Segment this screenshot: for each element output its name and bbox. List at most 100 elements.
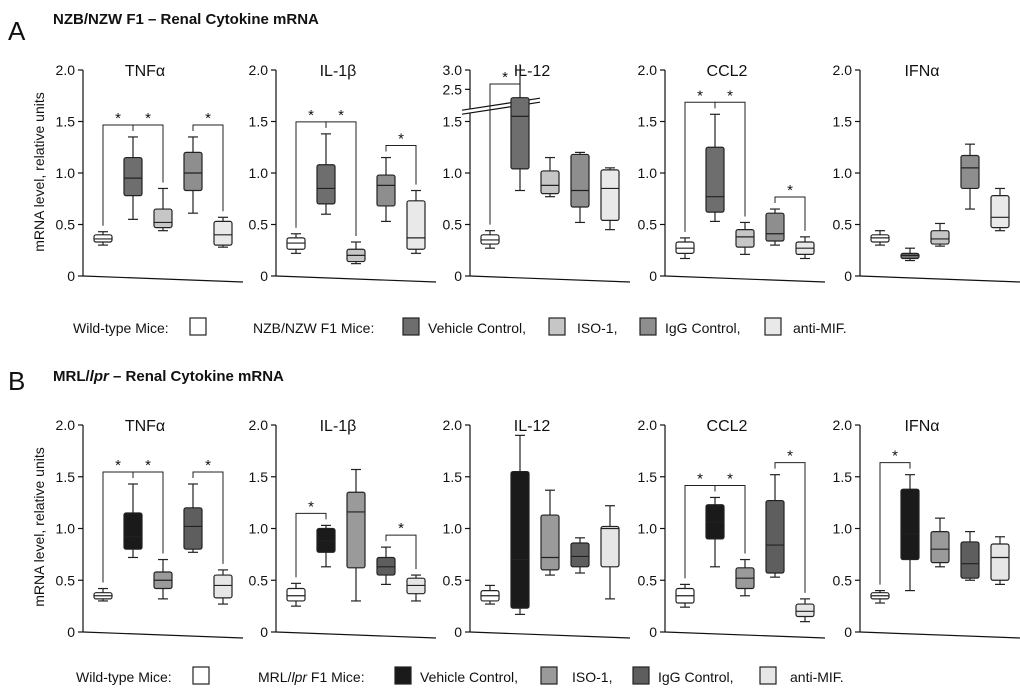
box-iqr <box>213 220 233 246</box>
significance-bracket <box>385 534 417 570</box>
significance-bracket <box>132 124 164 183</box>
box-vehicle-control <box>705 113 725 223</box>
box-wild-type <box>675 237 695 260</box>
box-iso-1 <box>540 156 560 198</box>
box-iqr <box>765 212 785 242</box>
significance-bracket <box>295 512 327 578</box>
chart-b-2: IL-12 0 0.5 1.0 1.5 2.0 <box>443 417 631 640</box>
legend-b-vehicle-label: Vehicle Control, <box>420 669 518 685</box>
chart-a-2: IL-12 0 0.5 1.0 1.5 2.5 3.0 * <box>443 62 631 284</box>
y-tick-label: 0 <box>649 268 657 284</box>
legend-b-antimif-label: anti-MIF. <box>790 669 844 685</box>
box-iso-1 <box>735 221 755 255</box>
y-tick-label: 2.0 <box>638 417 658 433</box>
significance-star: * <box>697 87 703 104</box>
box-iqr <box>930 230 950 245</box>
significance-bracket <box>714 101 746 217</box>
y-tick-label: 1.0 <box>638 521 658 537</box>
box-iqr <box>213 574 233 599</box>
chart-title: IL-12 <box>514 418 551 435</box>
box-anti-mif <box>600 167 620 231</box>
box-iqr <box>286 587 306 602</box>
box-iso-1 <box>153 558 173 600</box>
y-tick-label: 1.0 <box>833 165 853 181</box>
box-igg-control <box>765 474 785 578</box>
chart-b-4: IFNα 0 0.5 1.0 1.5 2.0 * <box>833 417 1020 640</box>
box-igg-control <box>570 151 590 224</box>
y-tick-label: 0 <box>67 268 75 284</box>
box-iso-1 <box>346 468 366 602</box>
box-wild-type <box>870 589 890 604</box>
box-vehicle-control <box>316 524 336 568</box>
chart-title: IFNα <box>904 418 939 435</box>
legend-b-wild-type-label: Wild-type Mice: <box>76 669 172 685</box>
box-wild-type <box>286 233 306 254</box>
significance-star: * <box>115 457 121 474</box>
significance-bracket <box>192 124 224 212</box>
legend-b-iso1-swatch <box>540 666 558 685</box>
box-vehicle-control <box>900 474 920 592</box>
box-anti-mif <box>990 536 1010 585</box>
panel-b-title-suffix: – Renal Cytokine mRNA <box>109 368 284 385</box>
box-iqr <box>406 200 426 250</box>
y-tick-label: 0.5 <box>638 217 658 233</box>
box-anti-mif <box>213 216 233 248</box>
legend-a-strain-label: NZB/NZW F1 Mice: <box>253 320 374 336</box>
significance-star: * <box>115 110 121 127</box>
significance-star: * <box>892 448 898 465</box>
y-tick-label: 3.0 <box>443 62 463 78</box>
chart-b-1: IL-1β 0 0.5 1.0 1.5 2.0 * * <box>249 417 437 640</box>
y-tick-label: 1.5 <box>249 114 269 130</box>
box-iqr <box>735 229 755 248</box>
box-iso-1 <box>735 558 755 597</box>
x-axis <box>859 631 1020 639</box>
y-tick-label: 0 <box>260 268 268 284</box>
y-tick-label: 0.5 <box>249 217 269 233</box>
y-tick-label: 1.0 <box>443 165 463 181</box>
y-tick-label: 1.0 <box>249 165 269 181</box>
chart-a-3: CCL2 0 0.5 1.0 1.5 2.0 * * * <box>638 62 826 284</box>
chart-title: IL-12 <box>514 63 551 80</box>
box-anti-mif <box>406 189 426 254</box>
y-tick-label: 2.0 <box>833 417 853 433</box>
box-iqr <box>600 169 620 221</box>
chart-a-4: IFNα 0 0.5 1.0 1.5 2.0 <box>833 62 1020 284</box>
legend-a-igg-label: IgG Control, <box>665 320 740 336</box>
box-vehicle-control <box>900 247 920 262</box>
panel-b-title-italic: lpr <box>90 368 110 385</box>
chart-title: IL-1β <box>320 63 357 80</box>
chart-title: IFNα <box>904 63 939 80</box>
legend-b-antimif-swatch <box>759 666 777 685</box>
box-iqr <box>316 164 336 205</box>
significance-bracket <box>385 145 417 185</box>
box-anti-mif <box>600 505 620 600</box>
legend-a-igg-swatch <box>639 317 657 336</box>
panel-a-legend: Wild-type Mice: NZB/NZW F1 Mice: Vehicle… <box>73 317 847 336</box>
y-tick-label: 2.0 <box>638 62 658 78</box>
box-wild-type <box>480 584 500 605</box>
y-tick-label: 1.5 <box>56 114 76 130</box>
y-tick-label: 0 <box>844 624 852 640</box>
x-axis <box>664 275 826 283</box>
y-tick-label: 1.5 <box>833 114 853 130</box>
x-axis <box>275 275 437 283</box>
significance-star: * <box>502 69 508 86</box>
box-wild-type <box>480 230 500 249</box>
legend-a-iso1-label: ISO-1, <box>577 320 617 336</box>
box-wild-type <box>93 587 113 602</box>
box-vehicle-control <box>316 133 336 215</box>
significance-star: * <box>697 470 703 487</box>
legend-b-strain-label: MRL/lpr F1 Mice: <box>258 669 365 685</box>
box-iqr <box>705 146 725 213</box>
panel-b-ylabel: mRNA level, relative units <box>31 447 47 607</box>
box-iqr <box>183 151 203 192</box>
y-tick-label: 0.5 <box>638 572 658 588</box>
y-tick-label: 0 <box>260 624 268 640</box>
significance-star: * <box>727 470 733 487</box>
box-iqr <box>570 153 590 208</box>
legend-a-vehicle-swatch <box>402 317 420 336</box>
y-tick-label: 1.5 <box>638 114 658 130</box>
significance-bracket <box>489 64 521 225</box>
chart-b-3: CCL2 0 0.5 1.0 1.5 2.0 * * * <box>638 417 826 640</box>
y-tick-label: 0.5 <box>833 572 853 588</box>
